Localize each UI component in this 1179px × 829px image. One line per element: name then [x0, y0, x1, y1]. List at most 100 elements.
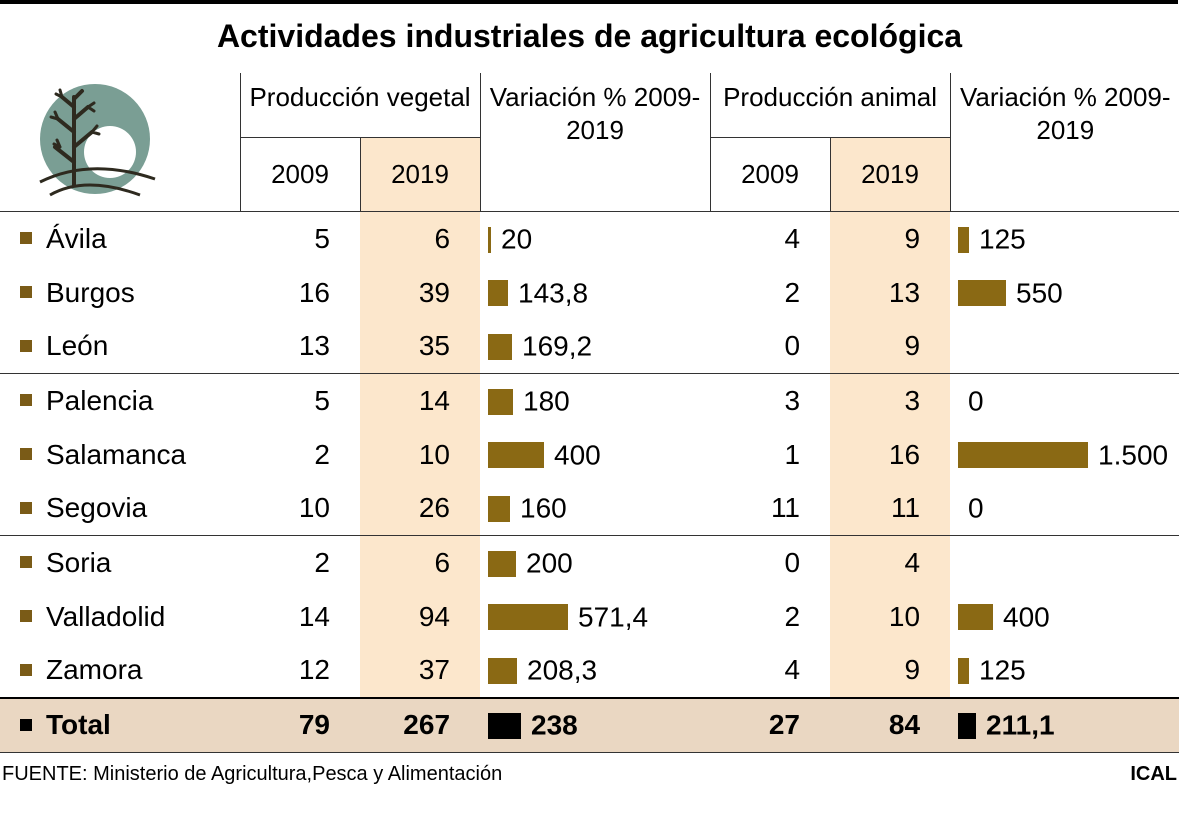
veg-2019: 26 — [360, 482, 480, 536]
ani-2019: 9 — [830, 320, 950, 374]
ani-2009: 11 — [710, 482, 830, 536]
ani-2009: 2 — [710, 590, 830, 644]
total-veg-2019: 267 — [360, 698, 480, 752]
var-veg-value: 169,2 — [522, 331, 592, 362]
data-table: Producción vegetal Variación % 2009-2019… — [0, 73, 1179, 752]
var-ani-cell: 0 — [950, 482, 1179, 536]
header-var1: Variación % 2009-2019 — [480, 73, 710, 212]
bullet-icon — [20, 502, 32, 514]
province-name: León — [46, 330, 108, 361]
ani-2019: 9 — [830, 212, 950, 266]
veg-2009: 5 — [240, 374, 360, 428]
veg-2009: 2 — [240, 428, 360, 482]
bar-ani — [958, 227, 969, 253]
table-row: León1335169,209 — [0, 320, 1179, 374]
table-row: Valladolid1494571,4210400 — [0, 590, 1179, 644]
var-ani-value: 400 — [1003, 601, 1050, 632]
province-name: Zamora — [46, 654, 142, 685]
header-ani-2009: 2009 — [710, 137, 830, 211]
var-veg-value: 20 — [501, 224, 532, 255]
bar-veg — [488, 227, 491, 253]
header-ani-2019: 2019 — [830, 137, 950, 211]
province-label: Zamora — [0, 644, 240, 698]
var-veg-value: 143,8 — [518, 277, 588, 308]
table-row: Palencia514180330 — [0, 374, 1179, 428]
var-ani-value: 550 — [1016, 277, 1063, 308]
var-ani-value: 0 — [968, 386, 984, 417]
var-ani-value: 1.500 — [1098, 439, 1168, 470]
bar-ani — [958, 658, 969, 684]
total-ani-2019: 84 — [830, 698, 950, 752]
main-title: Actividades industriales de agricultura … — [0, 4, 1179, 73]
ani-2009: 2 — [710, 266, 830, 320]
veg-2009: 14 — [240, 590, 360, 644]
var-veg-value: 160 — [520, 493, 567, 524]
ani-2019: 3 — [830, 374, 950, 428]
infographic-root: Actividades industriales de agricultura … — [0, 0, 1179, 798]
ani-2019: 9 — [830, 644, 950, 698]
veg-2009: 16 — [240, 266, 360, 320]
bar-veg — [488, 713, 521, 739]
province-name: Salamanca — [46, 439, 186, 470]
ani-2019: 11 — [830, 482, 950, 536]
province-label: Salamanca — [0, 428, 240, 482]
ani-2009: 4 — [710, 644, 830, 698]
bar-veg — [488, 280, 508, 306]
var-ani-cell: 550 — [950, 266, 1179, 320]
province-label: Burgos — [0, 266, 240, 320]
total-veg-2009: 79 — [240, 698, 360, 752]
var-ani-cell: 125 — [950, 644, 1179, 698]
total-var-veg-cell: 238 — [480, 698, 710, 752]
veg-2019: 39 — [360, 266, 480, 320]
header-veg-2009: 2009 — [240, 137, 360, 211]
bar-ani — [958, 713, 976, 739]
table-row: Ávila562049125 — [0, 212, 1179, 266]
veg-2009: 5 — [240, 212, 360, 266]
province-label: Segovia — [0, 482, 240, 536]
ani-2009: 3 — [710, 374, 830, 428]
province-name: Burgos — [46, 277, 135, 308]
province-label: Valladolid — [0, 590, 240, 644]
var-veg-cell: 180 — [480, 374, 710, 428]
var-ani-cell: 0 — [950, 374, 1179, 428]
table-row: Segovia102616011110 — [0, 482, 1179, 536]
bullet-icon — [20, 664, 32, 676]
bullet-icon — [20, 394, 32, 406]
var-ani-value: 0 — [968, 493, 984, 524]
var-veg-value: 180 — [523, 386, 570, 417]
veg-2009: 13 — [240, 320, 360, 374]
total-var-ani-cell: 211,1 — [950, 698, 1179, 752]
veg-2019: 35 — [360, 320, 480, 374]
veg-2009: 2 — [240, 536, 360, 590]
province-name: Ávila — [46, 223, 107, 254]
source-text: FUENTE: Ministerio de Agricultura,Pesca … — [2, 763, 502, 786]
table-row: Burgos1639143,8213550 — [0, 266, 1179, 320]
table-row: Zamora1237208,349125 — [0, 644, 1179, 698]
bullet-icon — [20, 286, 32, 298]
bar-veg — [488, 551, 516, 577]
bullet-icon — [20, 448, 32, 460]
var-veg-cell: 169,2 — [480, 320, 710, 374]
veg-2019: 94 — [360, 590, 480, 644]
bar-ani — [958, 604, 993, 630]
province-label: León — [0, 320, 240, 374]
header-ani: Producción animal — [710, 73, 950, 137]
veg-2019: 37 — [360, 644, 480, 698]
ani-2009: 1 — [710, 428, 830, 482]
bar-ani — [958, 442, 1088, 468]
bullet-icon — [20, 610, 32, 622]
bar-veg — [488, 604, 568, 630]
var-veg-cell: 208,3 — [480, 644, 710, 698]
bar-veg — [488, 389, 513, 415]
footer: FUENTE: Ministerio de Agricultura,Pesca … — [0, 752, 1179, 798]
total-label: Total — [46, 709, 111, 740]
var-ani-cell — [950, 536, 1179, 590]
header-var2: Variación % 2009-2019 — [950, 73, 1179, 212]
province-name: Soria — [46, 547, 111, 578]
var-ani-cell — [950, 320, 1179, 374]
ani-2009: 0 — [710, 536, 830, 590]
table-row: Soria2620004 — [0, 536, 1179, 590]
veg-2019: 6 — [360, 536, 480, 590]
veg-2019: 10 — [360, 428, 480, 482]
province-label: Palencia — [0, 374, 240, 428]
